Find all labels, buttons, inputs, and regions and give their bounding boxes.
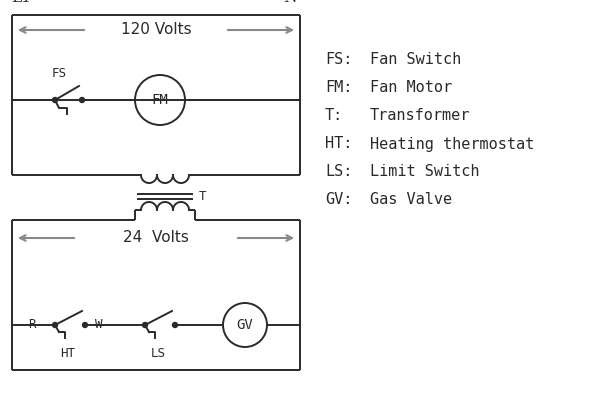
Circle shape (143, 322, 148, 328)
Text: Gas Valve: Gas Valve (370, 192, 452, 208)
Circle shape (53, 98, 57, 102)
Text: T:: T: (325, 108, 343, 124)
Text: LS:: LS: (325, 164, 352, 180)
Circle shape (80, 98, 84, 102)
Text: Fan Motor: Fan Motor (370, 80, 452, 96)
Text: W: W (95, 318, 103, 332)
Text: FM: FM (152, 93, 168, 107)
Circle shape (172, 322, 178, 328)
Circle shape (83, 322, 87, 328)
Text: HT: HT (61, 347, 76, 360)
Text: HT:: HT: (325, 136, 352, 152)
Text: Transformer: Transformer (370, 108, 470, 124)
Text: FS:: FS: (325, 52, 352, 68)
Circle shape (53, 322, 57, 328)
Text: LS: LS (150, 347, 166, 360)
Text: GV:: GV: (325, 192, 352, 208)
Text: N: N (284, 0, 298, 5)
Text: T: T (199, 190, 206, 204)
Text: Fan Switch: Fan Switch (370, 52, 461, 68)
Text: L1: L1 (12, 0, 32, 5)
Text: 120 Volts: 120 Volts (121, 22, 191, 38)
Text: Limit Switch: Limit Switch (370, 164, 480, 180)
Text: GV: GV (237, 318, 253, 332)
Text: R: R (28, 318, 36, 332)
Text: Heating thermostat: Heating thermostat (370, 136, 535, 152)
Text: FS: FS (52, 67, 67, 80)
Text: 24  Volts: 24 Volts (123, 230, 189, 246)
Text: FM:: FM: (325, 80, 352, 96)
